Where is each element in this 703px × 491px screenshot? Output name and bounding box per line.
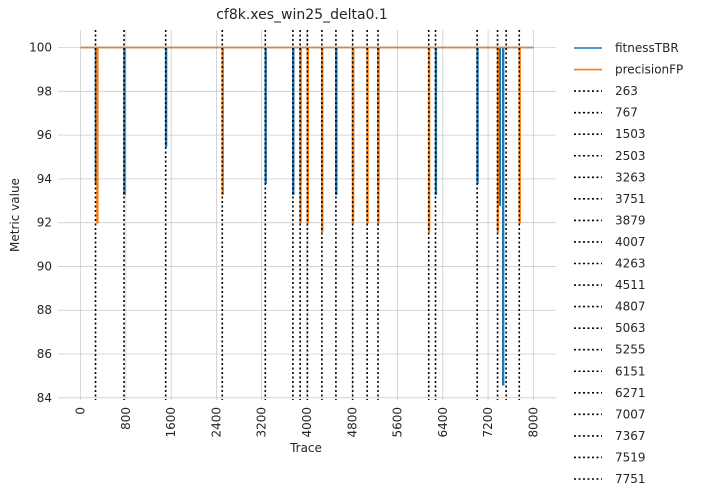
y-tick-label: 84 [37,391,52,405]
y-tick-label: 92 [37,216,52,230]
legend-label: 767 [615,106,638,120]
y-axis-label: Metric value [8,178,22,252]
y-tick-label: 100 [29,41,52,55]
legend-label: 263 [615,84,638,98]
y-tick-label: 94 [37,172,52,186]
x-axis-label: Trace [289,441,322,455]
legend-label: 4007 [615,235,646,249]
legend-label: 4807 [615,300,646,314]
legend-label: 7007 [615,407,646,421]
y-tick-label: 88 [37,303,52,317]
legend-label: fitnessTBR [615,41,679,55]
legend-label: 6271 [615,386,646,400]
chart-title: cf8k.xes_win25_delta0.1 [216,7,388,23]
legend-label: 1503 [615,127,646,141]
x-tick-label: 4000 [300,407,314,438]
x-tick-label: 8000 [526,407,540,438]
legend-label: 6151 [615,364,646,378]
legend-label: 5255 [615,343,646,357]
legend-label: 7367 [615,429,646,443]
legend-label: precisionFP [615,63,683,77]
legend: fitnessTBR precisionFP 263 767 1503 2503 3263 3… [574,41,683,486]
x-tick-label: 6400 [436,407,450,438]
x-tick-label: 800 [119,407,133,430]
y-tick-label: 98 [37,84,52,98]
x-tick-labels: 0 800 1600 2400 3200 4000 4800 5600 6400 7200 8000 [74,407,541,438]
x-tick-label: 0 [74,407,88,415]
legend-label: 7751 [615,472,646,486]
y-tick-label: 86 [37,347,52,361]
x-tick-label: 3200 [255,407,269,438]
legend-label: 3751 [615,192,646,206]
x-tick-label: 7200 [481,407,495,438]
vline-layer [94,30,521,400]
x-tick-label: 1600 [164,407,178,438]
legend-label: 3263 [615,170,646,184]
legend-label: 5063 [615,321,646,335]
legend-label: 4263 [615,257,646,271]
y-tick-label: 96 [37,128,52,142]
y-tick-labels: 84 86 88 90 92 94 96 98 100 [29,41,52,405]
plot-area [58,30,556,400]
x-tick-label: 5600 [391,407,405,438]
x-tick-label: 4800 [345,407,359,438]
x-tick-label: 2400 [210,407,224,438]
legend-label: 7519 [615,450,646,464]
legend-label: 2503 [615,149,646,163]
legend-label: 3879 [615,213,646,227]
legend-label: 4511 [615,278,646,292]
y-tick-label: 90 [37,259,52,273]
